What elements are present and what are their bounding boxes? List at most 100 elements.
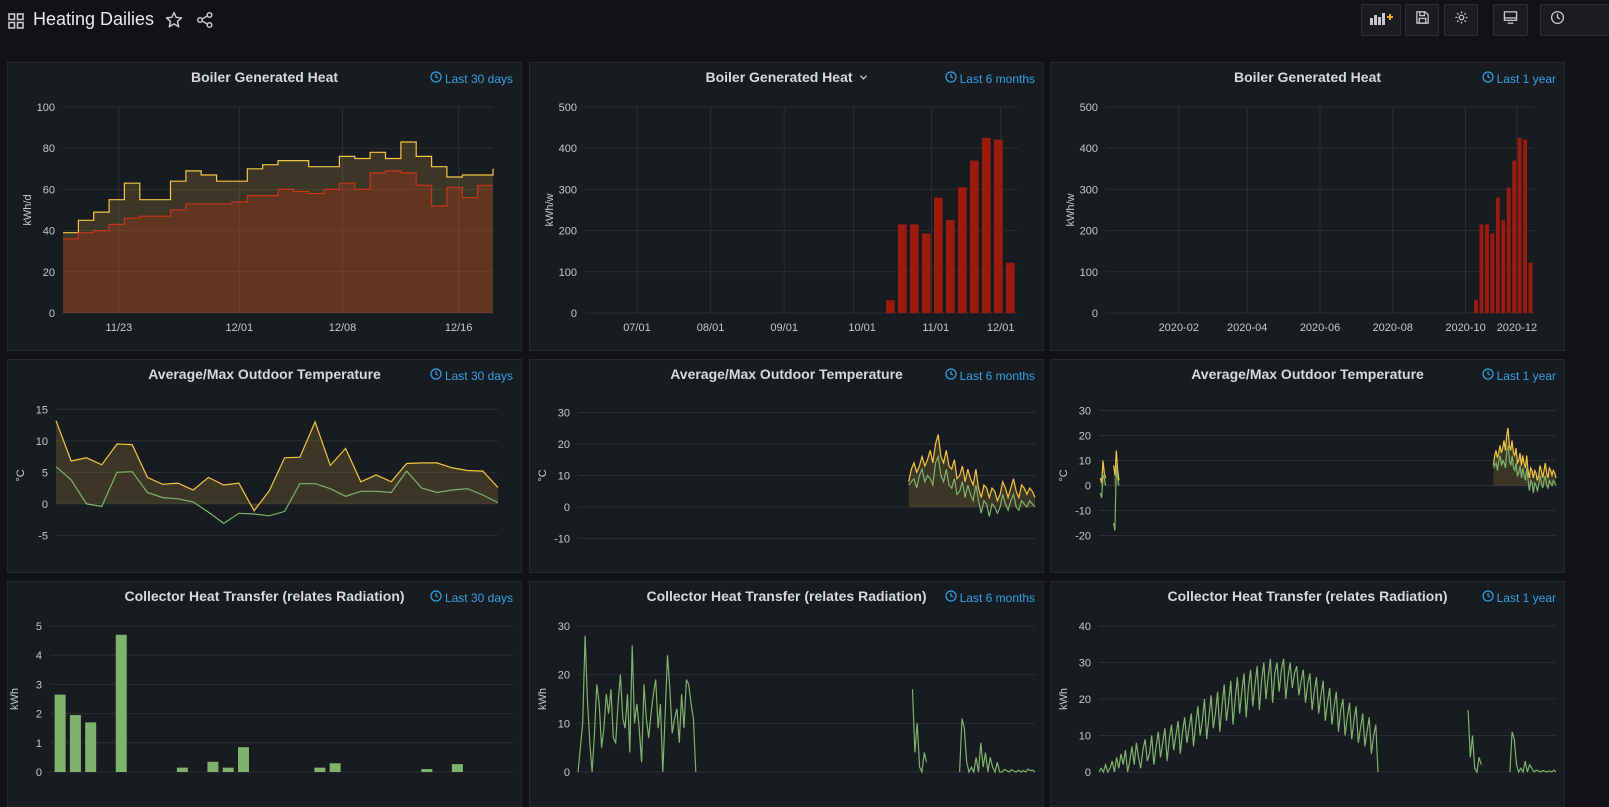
y-tick-label: 20 bbox=[558, 670, 570, 682]
clock-icon bbox=[430, 590, 442, 605]
time-range-link[interactable]: Last 1 year bbox=[1482, 368, 1556, 383]
bar bbox=[993, 139, 1003, 313]
panel-title[interactable]: Boiler Generated Heat bbox=[530, 69, 1043, 85]
time-range-label: Last 1 year bbox=[1496, 590, 1556, 605]
panel-title[interactable]: Average/Max Outdoor Temperature bbox=[148, 366, 381, 382]
time-range-link[interactable]: Last 1 year bbox=[1482, 590, 1556, 605]
time-range-link[interactable]: Last 30 days bbox=[430, 71, 513, 86]
y-tick-label: 2 bbox=[36, 709, 42, 721]
star-icon[interactable] bbox=[165, 11, 183, 29]
clock-icon bbox=[945, 368, 957, 383]
chart-svg: -5 0 5 10 15 °C bbox=[15, 404, 499, 542]
y-tick-label: 5 bbox=[36, 621, 42, 633]
bar bbox=[176, 767, 188, 772]
bar bbox=[981, 137, 991, 313]
y-tick-label: 400 bbox=[1080, 143, 1098, 155]
series-line bbox=[1099, 473, 1107, 499]
y-tick-label: -10 bbox=[554, 534, 570, 546]
y-tick-label: 60 bbox=[43, 184, 55, 196]
panel-3[interactable]: Average/Max Outdoor Temperature Last 30 d… bbox=[7, 359, 522, 573]
x-tick-label: 2020-12 bbox=[1497, 322, 1537, 334]
bar bbox=[1005, 262, 1015, 313]
add-panel-button[interactable] bbox=[1361, 4, 1401, 36]
panel-1[interactable]: Boiler Generated Heat Last 6 months 0 100 20… bbox=[529, 62, 1044, 351]
y-tick-label: 10 bbox=[1079, 456, 1091, 468]
clock-icon bbox=[1482, 590, 1494, 605]
time-range-label: Last 1 year bbox=[1496, 71, 1556, 86]
y-axis-label: °C bbox=[537, 469, 549, 481]
bar bbox=[222, 767, 234, 772]
y-tick-label: 30 bbox=[1079, 658, 1091, 670]
y-tick-label: 1 bbox=[36, 738, 42, 750]
bar bbox=[909, 224, 919, 313]
y-tick-label: 3 bbox=[36, 679, 42, 691]
panel-7[interactable]: Collector Heat Transfer (relates Radiati… bbox=[529, 581, 1044, 807]
bar bbox=[957, 187, 967, 313]
x-tick-label: 12/16 bbox=[445, 322, 473, 334]
y-tick-label: 80 bbox=[43, 143, 55, 155]
add-panel-icon bbox=[1368, 10, 1394, 31]
y-tick-label: 20 bbox=[1079, 431, 1091, 443]
y-axis-label: kWh bbox=[9, 688, 21, 710]
share-icon[interactable] bbox=[196, 11, 214, 29]
x-tick-label: 12/08 bbox=[329, 322, 357, 334]
bar bbox=[885, 300, 895, 313]
time-range-link[interactable]: Last 30 days bbox=[430, 590, 513, 605]
series-line bbox=[55, 466, 499, 525]
y-tick-label: 100 bbox=[559, 267, 577, 279]
series-line bbox=[1509, 731, 1557, 774]
panel-2[interactable]: Boiler Generated Heat Last 1 year 0 100 200 3… bbox=[1050, 62, 1565, 351]
chart-svg: 0 1 2 3 4 5 kWh bbox=[9, 621, 513, 779]
y-tick-label: 5 bbox=[42, 467, 48, 479]
dashboard-grid-icon[interactable] bbox=[7, 12, 25, 30]
view-mode-button[interactable] bbox=[1493, 4, 1528, 36]
panel-title[interactable]: Boiler Generated Heat bbox=[1233, 69, 1382, 85]
bar bbox=[933, 197, 943, 313]
panel-0[interactable]: Boiler Generated Heat Last 30 days 0 20 40 60… bbox=[7, 62, 522, 351]
bar bbox=[1479, 224, 1484, 313]
panel-title[interactable]: Average/Max Outdoor Temperature bbox=[1191, 366, 1424, 382]
bar bbox=[1490, 233, 1495, 313]
bar bbox=[945, 219, 955, 313]
time-range-link[interactable]: Last 6 months bbox=[945, 590, 1035, 605]
panel-title[interactable]: Collector Heat Transfer (relates Radiati… bbox=[124, 588, 405, 604]
series-area bbox=[56, 420, 498, 511]
panel-8[interactable]: Collector Heat Transfer (relates Radiati… bbox=[1050, 581, 1565, 807]
series-line bbox=[55, 420, 499, 512]
y-tick-label: 0 bbox=[564, 767, 570, 779]
y-tick-label: 0 bbox=[36, 767, 42, 779]
bar bbox=[54, 694, 66, 772]
panel-title[interactable]: Collector Heat Transfer (relates Radiati… bbox=[646, 588, 927, 604]
series-line bbox=[959, 718, 1036, 774]
settings-button[interactable] bbox=[1444, 4, 1478, 36]
panel-title[interactable]: Average/Max Outdoor Temperature bbox=[670, 366, 903, 382]
panel-title[interactable]: Collector Heat Transfer (relates Radiati… bbox=[1167, 588, 1448, 604]
panel-title[interactable]: Boiler Generated Heat bbox=[190, 69, 339, 85]
clock-icon bbox=[1482, 71, 1494, 86]
save-dashboard-button[interactable] bbox=[1405, 4, 1439, 36]
y-tick-label: 15 bbox=[36, 404, 48, 416]
chevron-down-icon[interactable] bbox=[853, 69, 868, 85]
dashboard-title[interactable]: Heating Dailies bbox=[33, 9, 155, 29]
time-range-link[interactable]: Last 30 days bbox=[430, 368, 513, 383]
time-range-link[interactable]: Last 6 months bbox=[945, 71, 1035, 86]
series-line bbox=[1098, 658, 1379, 774]
series-line bbox=[1493, 445, 1557, 494]
time-picker-button[interactable] bbox=[1540, 4, 1609, 36]
bar bbox=[421, 769, 433, 772]
y-tick-label: 0 bbox=[49, 308, 55, 320]
y-tick-label: 400 bbox=[559, 143, 577, 155]
panel-4[interactable]: Average/Max Outdoor Temperature Last 6 mo… bbox=[529, 359, 1044, 573]
x-tick-label: 11/23 bbox=[106, 322, 133, 334]
time-range-link[interactable]: Last 6 months bbox=[945, 368, 1035, 383]
y-axis-label: kWh/w bbox=[544, 193, 556, 226]
panel-6[interactable]: Collector Heat Transfer (relates Radiati… bbox=[7, 581, 522, 807]
panel-5[interactable]: Average/Max Outdoor Temperature Last 1 ye… bbox=[1050, 359, 1565, 573]
clock-icon bbox=[1482, 368, 1494, 383]
time-range-label: Last 30 days bbox=[444, 590, 513, 605]
y-tick-label: 30 bbox=[558, 407, 570, 419]
time-range-label: Last 30 days bbox=[444, 71, 513, 86]
bar bbox=[1512, 160, 1517, 313]
chart-svg: 0 100 200 300 400 500 kWh/w 2020-02 2020-04 2020-… bbox=[1065, 102, 1537, 334]
time-range-link[interactable]: Last 1 year bbox=[1482, 71, 1556, 86]
